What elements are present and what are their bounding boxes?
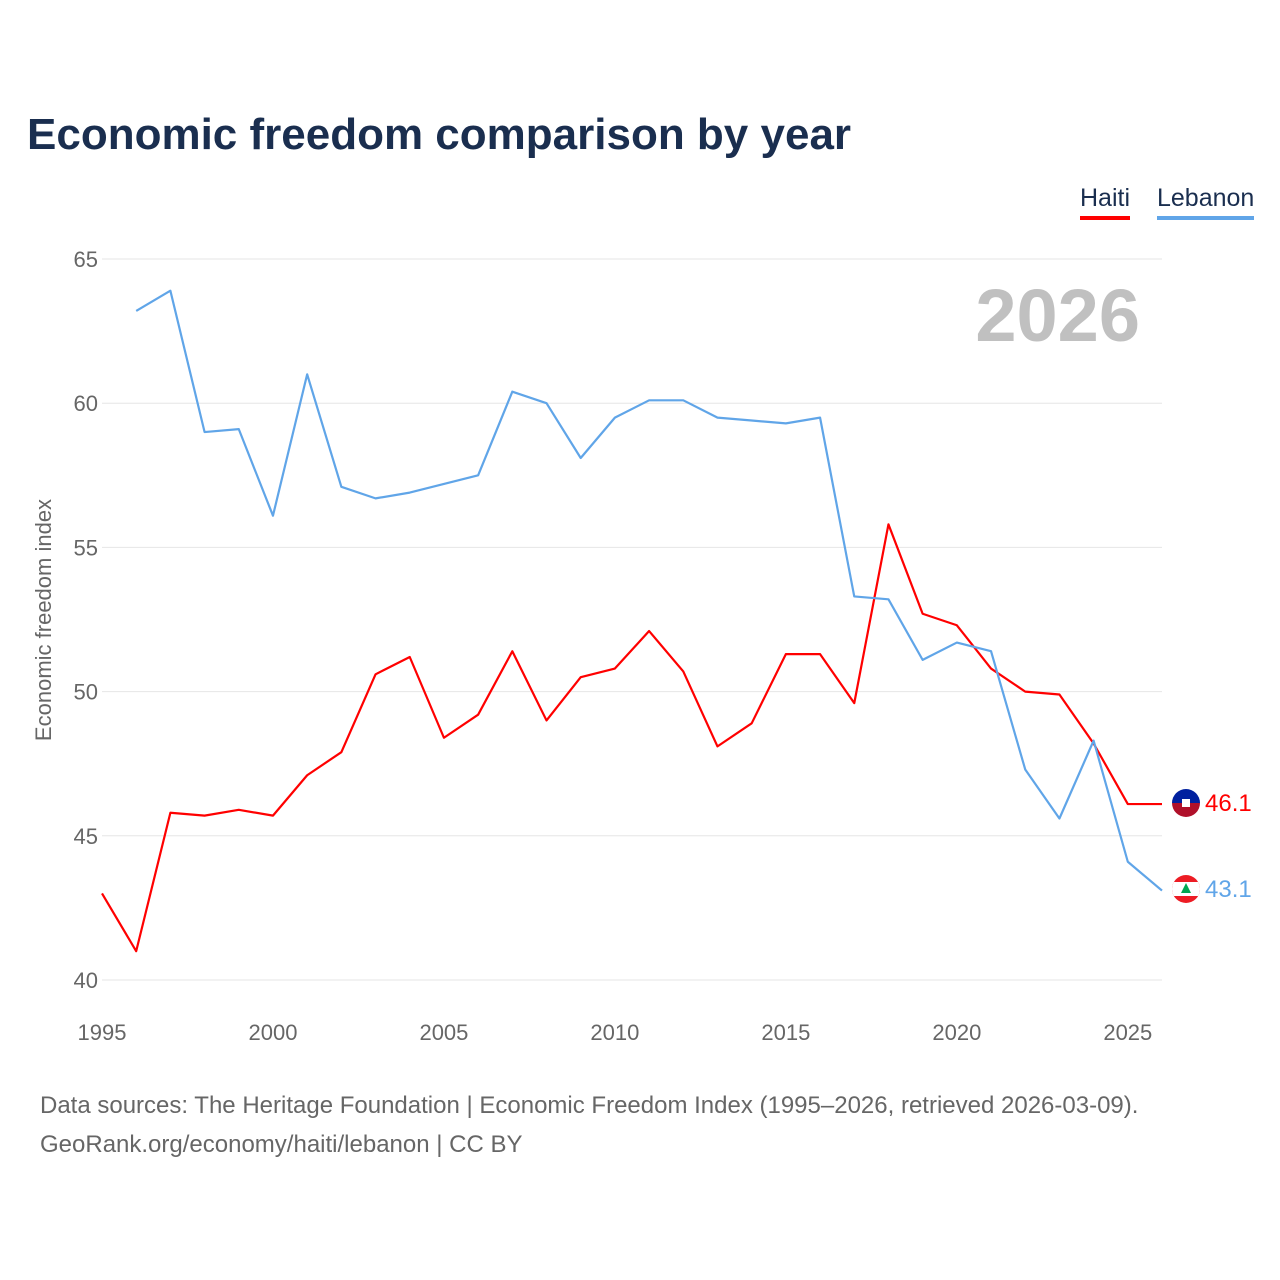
lebanon-end-label: 43.1 — [1205, 876, 1252, 903]
series-line-lebanon[interactable] — [135, 289, 1163, 892]
data-point-lebanon[interactable] — [680, 397, 686, 403]
data-point-haiti[interactable] — [270, 813, 276, 819]
data-point-lebanon[interactable] — [920, 657, 926, 663]
data-point-lebanon[interactable] — [646, 397, 652, 403]
x-tick-label: 2015 — [761, 1020, 810, 1045]
data-point-haiti[interactable] — [167, 810, 173, 816]
y-tick-label: 60 — [74, 391, 98, 416]
data-point-haiti[interactable] — [407, 654, 413, 660]
legend-lebanon[interactable]: Lebanon — [1157, 184, 1255, 220]
data-point-lebanon[interactable] — [851, 593, 857, 599]
data-point-haiti[interactable] — [988, 666, 994, 672]
data-point-haiti[interactable] — [749, 720, 755, 726]
data-point-lebanon[interactable] — [1056, 815, 1062, 821]
data-point-haiti[interactable] — [612, 666, 618, 672]
y-tick-label: 40 — [74, 968, 98, 993]
y-tick-label: 55 — [74, 535, 98, 560]
data-point-haiti[interactable] — [1022, 689, 1028, 695]
haiti-flag-icon — [1172, 789, 1200, 817]
lebanon-flag-icon — [1172, 875, 1200, 903]
data-point-haiti[interactable] — [885, 521, 891, 527]
y-axis-label: Economic freedom index — [31, 499, 56, 741]
data-point-lebanon[interactable] — [1159, 888, 1165, 894]
series-line-haiti[interactable] — [101, 523, 1162, 953]
data-point-haiti[interactable] — [373, 671, 379, 677]
y-tick-label: 65 — [74, 247, 98, 272]
x-tick-label: 2025 — [1103, 1020, 1152, 1045]
data-point-lebanon[interactable] — [544, 400, 550, 406]
data-point-lebanon[interactable] — [407, 490, 413, 496]
data-point-lebanon[interactable] — [1091, 738, 1097, 744]
data-point-haiti[interactable] — [544, 717, 550, 723]
x-tick-label: 2010 — [590, 1020, 639, 1045]
data-point-haiti[interactable] — [475, 712, 481, 718]
data-point-lebanon[interactable] — [885, 596, 891, 602]
data-point-lebanon[interactable] — [612, 415, 618, 421]
data-point-lebanon[interactable] — [304, 371, 310, 377]
data-point-haiti[interactable] — [1056, 691, 1062, 697]
data-point-lebanon[interactable] — [167, 288, 173, 294]
data-point-lebanon[interactable] — [817, 415, 823, 421]
haiti-end-label: 46.1 — [1205, 790, 1252, 817]
source-line-2[interactable]: GeoRank.org/economy/haiti/lebanon | CC B… — [40, 1131, 523, 1158]
data-point-lebanon[interactable] — [338, 484, 344, 490]
data-point-lebanon[interactable] — [475, 472, 481, 478]
data-point-haiti[interactable] — [851, 700, 857, 706]
legend-haiti[interactable]: Haiti — [1080, 184, 1131, 220]
data-point-haiti[interactable] — [817, 651, 823, 657]
data-point-haiti[interactable] — [202, 813, 208, 819]
data-point-haiti[interactable] — [338, 749, 344, 755]
data-point-haiti[interactable] — [304, 772, 310, 778]
year-watermark: 2026 — [975, 274, 1140, 357]
data-point-lebanon[interactable] — [578, 455, 584, 461]
data-point-haiti[interactable] — [920, 611, 926, 617]
data-point-lebanon[interactable] — [373, 495, 379, 501]
x-tick-label: 2020 — [932, 1020, 981, 1045]
data-point-haiti[interactable] — [954, 622, 960, 628]
data-point-lebanon[interactable] — [133, 308, 139, 314]
data-point-haiti[interactable] — [509, 648, 515, 654]
data-point-haiti[interactable] — [236, 807, 242, 813]
data-point-lebanon[interactable] — [1125, 859, 1131, 865]
data-point-haiti[interactable] — [1125, 801, 1131, 807]
data-point-lebanon[interactable] — [270, 513, 276, 519]
data-point-lebanon[interactable] — [988, 648, 994, 654]
data-point-haiti[interactable] — [578, 674, 584, 680]
x-tick-label: 2005 — [419, 1020, 468, 1045]
data-point-lebanon[interactable] — [954, 640, 960, 646]
data-point-lebanon[interactable] — [1022, 766, 1028, 772]
source-note: Data sources: The Heritage Foundation | … — [40, 1086, 1138, 1164]
data-point-lebanon[interactable] — [202, 429, 208, 435]
data-point-haiti[interactable] — [133, 948, 139, 954]
data-point-haiti[interactable] — [646, 628, 652, 634]
data-point-lebanon[interactable] — [236, 426, 242, 432]
data-point-lebanon[interactable] — [509, 389, 515, 395]
y-tick-label: 50 — [74, 680, 98, 705]
y-tick-label: 45 — [74, 824, 98, 849]
data-point-haiti[interactable] — [783, 651, 789, 657]
chart-title: Economic freedom comparison by year — [27, 110, 852, 159]
data-point-haiti[interactable] — [680, 668, 686, 674]
x-tick-label: 1995 — [78, 1020, 127, 1045]
data-point-lebanon[interactable] — [441, 481, 447, 487]
data-point-lebanon[interactable] — [783, 420, 789, 426]
data-point-haiti[interactable] — [99, 890, 105, 896]
source-line-1: Data sources: The Heritage Foundation | … — [40, 1092, 1139, 1119]
data-point-lebanon[interactable] — [749, 418, 755, 424]
data-point-lebanon[interactable] — [714, 415, 720, 421]
data-point-haiti[interactable] — [714, 743, 720, 749]
data-point-haiti[interactable] — [441, 735, 447, 741]
data-point-haiti[interactable] — [1159, 801, 1165, 807]
x-tick-label: 2000 — [248, 1020, 297, 1045]
